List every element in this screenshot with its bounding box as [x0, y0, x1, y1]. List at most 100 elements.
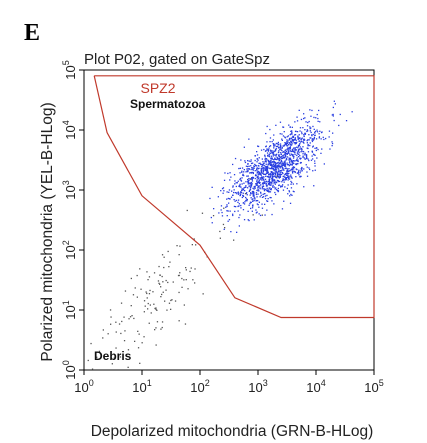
- point-spermatozoa: [252, 187, 254, 189]
- point-spermatozoa: [283, 157, 286, 159]
- point-spermatozoa: [291, 161, 294, 164]
- point-spermatozoa: [279, 166, 281, 168]
- point-spermatozoa: [281, 157, 283, 160]
- point-debris: [140, 288, 142, 290]
- point-spermatozoa: [250, 183, 253, 186]
- point-spermatozoa: [339, 113, 341, 116]
- point-spermatozoa: [251, 171, 253, 174]
- point-spermatozoa: [311, 140, 314, 143]
- point-spermatozoa: [213, 208, 215, 210]
- point-spermatozoa: [274, 157, 276, 159]
- x-tick-label-0: 100: [74, 378, 93, 395]
- point-debris: [261, 214, 263, 216]
- point-spermatozoa: [312, 125, 314, 128]
- point-debris: [145, 291, 147, 293]
- point-spermatozoa: [261, 182, 264, 184]
- point-spermatozoa: [286, 187, 288, 190]
- point-spermatozoa: [288, 175, 290, 177]
- point-spermatozoa: [226, 205, 228, 208]
- point-spermatozoa: [307, 121, 309, 124]
- point-spermatozoa: [238, 216, 240, 219]
- point-spermatozoa: [280, 185, 282, 187]
- point-spermatozoa: [288, 124, 290, 126]
- point-spermatozoa: [323, 138, 325, 141]
- point-debris: [115, 347, 117, 349]
- point-spermatozoa: [307, 151, 310, 153]
- point-spermatozoa: [291, 168, 294, 170]
- point-spermatozoa: [259, 182, 261, 184]
- point-spermatozoa: [289, 144, 291, 146]
- point-spermatozoa: [290, 133, 292, 135]
- point-spermatozoa: [302, 127, 304, 129]
- point-debris: [148, 322, 150, 324]
- point-spermatozoa: [285, 157, 288, 160]
- point-debris: [160, 328, 162, 330]
- point-spermatozoa: [312, 145, 314, 147]
- point-spermatozoa: [288, 147, 290, 149]
- point-debris: [111, 363, 113, 365]
- point-spermatozoa: [296, 183, 298, 185]
- x-tick-label-5: 105: [364, 378, 383, 395]
- point-spermatozoa: [270, 152, 272, 154]
- point-spermatozoa: [277, 158, 280, 160]
- point-spermatozoa: [250, 168, 252, 171]
- point-spermatozoa: [267, 149, 269, 151]
- point-spermatozoa: [259, 196, 261, 198]
- point-spermatozoa: [310, 137, 312, 139]
- point-spermatozoa: [237, 180, 239, 182]
- point-spermatozoa: [257, 145, 259, 147]
- point-spermatozoa: [237, 199, 240, 201]
- point-spermatozoa: [286, 173, 288, 175]
- y-tick-label-0: 100: [61, 360, 78, 379]
- point-spermatozoa: [258, 182, 261, 184]
- point-spermatozoa: [283, 144, 286, 147]
- point-spermatozoa: [351, 111, 353, 113]
- point-spermatozoa: [257, 193, 259, 195]
- point-spermatozoa: [249, 187, 252, 189]
- point-spermatozoa: [279, 158, 281, 160]
- point-spermatozoa: [239, 194, 241, 197]
- point-spermatozoa: [269, 149, 272, 151]
- point-spermatozoa: [244, 186, 246, 188]
- point-spermatozoa: [280, 147, 282, 149]
- point-spermatozoa: [282, 189, 285, 191]
- point-debris: [178, 291, 180, 294]
- point-spermatozoa: [273, 134, 275, 136]
- point-spermatozoa: [289, 195, 291, 197]
- point-spermatozoa: [282, 156, 285, 158]
- point-spermatozoa: [296, 120, 299, 122]
- point-spermatozoa: [266, 159, 268, 161]
- point-spermatozoa: [267, 198, 269, 200]
- point-spermatozoa: [288, 176, 290, 178]
- point-spermatozoa: [307, 144, 309, 147]
- point-debris: [127, 349, 130, 351]
- point-debris: [181, 277, 183, 280]
- point-spermatozoa: [265, 189, 267, 191]
- point-spermatozoa: [311, 150, 313, 152]
- point-debris: [139, 362, 141, 364]
- point-spermatozoa: [276, 156, 278, 159]
- point-debris: [179, 245, 181, 247]
- point-spermatozoa: [289, 143, 291, 145]
- point-spermatozoa: [254, 187, 256, 189]
- point-spermatozoa: [260, 191, 262, 193]
- point-spermatozoa: [305, 156, 308, 158]
- point-spermatozoa: [313, 154, 315, 156]
- point-spermatozoa: [255, 212, 257, 214]
- point-spermatozoa: [266, 190, 269, 192]
- point-spermatozoa: [338, 124, 340, 127]
- point-spermatozoa: [289, 126, 291, 128]
- point-spermatozoa: [265, 168, 267, 170]
- point-debris: [149, 304, 151, 306]
- point-spermatozoa: [268, 161, 270, 163]
- point-spermatozoa: [241, 196, 243, 199]
- x-tick-label-3: 103: [248, 378, 267, 395]
- point-spermatozoa: [247, 163, 249, 165]
- point-spermatozoa: [247, 175, 249, 177]
- point-spermatozoa: [254, 197, 256, 199]
- point-spermatozoa: [266, 181, 268, 183]
- point-debris: [161, 293, 163, 296]
- point-debris: [174, 300, 177, 302]
- point-spermatozoa: [267, 200, 269, 202]
- point-spermatozoa: [322, 136, 324, 138]
